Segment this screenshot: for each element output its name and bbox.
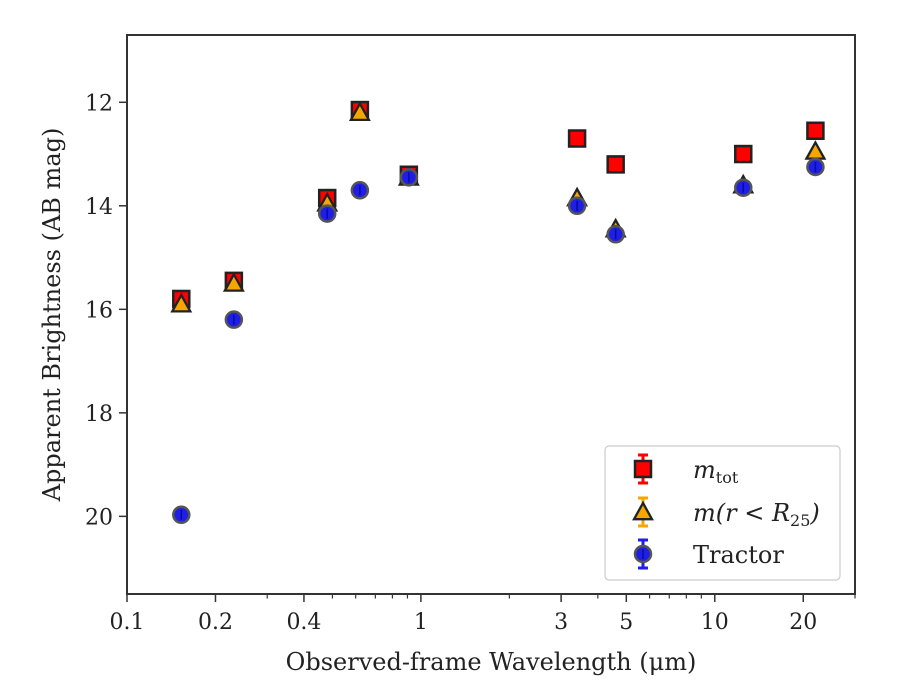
axes: 0.1 0.2 0.4 1 3 5 10 20 12 14 16 18 20	[85, 91, 856, 635]
mr25-point	[170, 292, 193, 313]
mtot-point	[567, 129, 587, 148]
x-tick-label: 3	[554, 610, 568, 635]
legend-box	[604, 445, 841, 581]
x-tick-label: 1	[414, 610, 428, 635]
legend-label: Tractor	[693, 541, 784, 569]
legend-marker-mtot	[633, 459, 653, 479]
mtot-point	[734, 144, 753, 164]
plot-frame	[126, 34, 856, 595]
x-tick-label: 10	[701, 610, 729, 635]
series-tractor	[172, 157, 825, 525]
y-tick-label: 18	[85, 402, 113, 427]
x-axis-label: Observed-frame Wavelength (μm)	[286, 648, 697, 676]
mr25-point	[348, 101, 371, 121]
mtot-point	[606, 155, 625, 174]
series-mr25	[170, 101, 827, 313]
legend-label: m(r < R25)	[693, 499, 820, 530]
legend-marker-mr25	[632, 500, 654, 521]
legend: mtot m(r < R25) Tractor	[604, 445, 841, 581]
y-tick-label: 12	[85, 91, 113, 116]
x-tick-label: 5	[619, 610, 633, 635]
legend-label-subscript: 25	[790, 511, 810, 530]
x-tick-label: 0.4	[286, 610, 321, 635]
x-tick-label: 20	[789, 610, 817, 635]
legend-label-main: m(r < R	[693, 499, 790, 527]
data-points	[170, 100, 827, 525]
y-tick-label: 16	[85, 298, 113, 323]
series-mtot	[172, 100, 825, 309]
y-tick-label: 14	[85, 195, 113, 220]
x-tick-label: 0.1	[110, 610, 145, 635]
legend-label-end: )	[809, 499, 819, 527]
legend-label-main: m	[693, 456, 716, 484]
y-tick-label: 20	[85, 505, 113, 530]
legend-label: mtot	[693, 456, 739, 487]
x-tick-label: 0.2	[198, 610, 233, 635]
mr25-point	[804, 140, 827, 160]
y-axis-label: Apparent Brightness (AB mag)	[38, 128, 66, 503]
legend-label-main: Tractor	[693, 541, 784, 569]
mtot-point	[806, 121, 825, 141]
mr25-point	[222, 272, 245, 292]
legend-label-subscript: tot	[716, 468, 739, 487]
